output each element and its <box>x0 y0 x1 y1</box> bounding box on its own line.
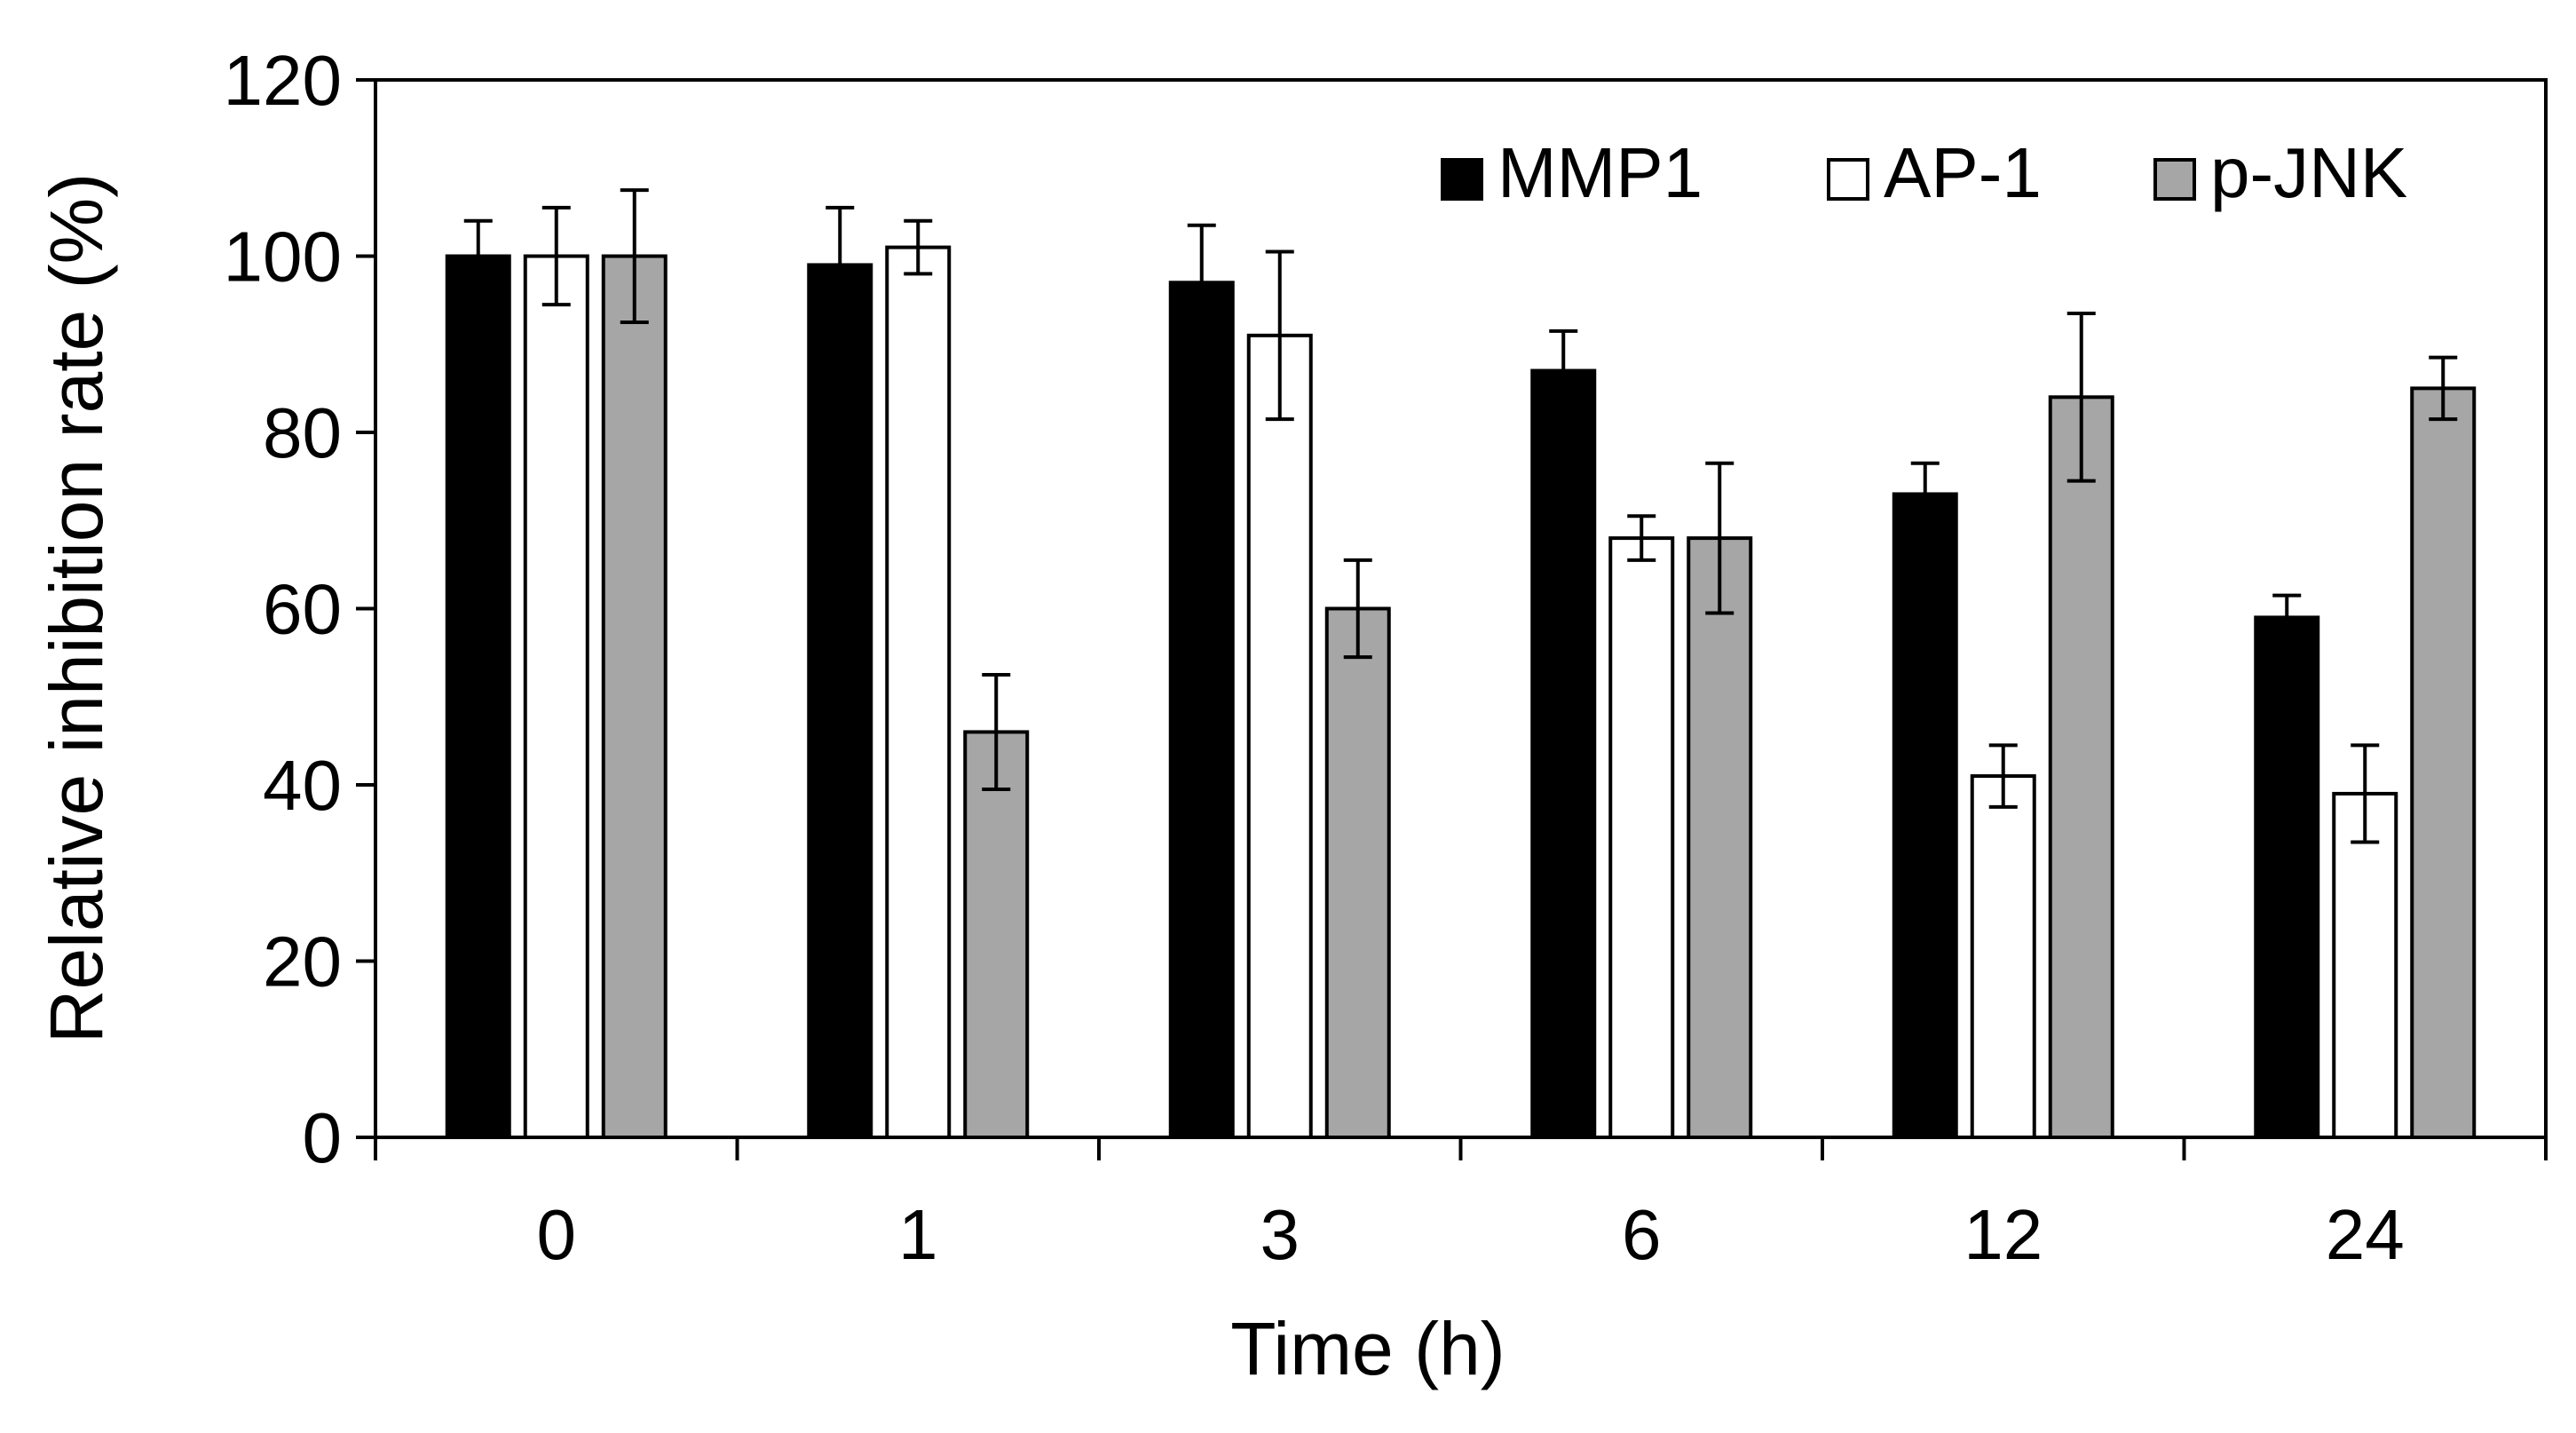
legend-swatch-p-jnk <box>2153 158 2196 201</box>
legend-swatch-mmp1 <box>1441 158 1483 201</box>
legend-label-mmp1: MMP1 <box>1497 133 1703 212</box>
legend-label-p-jnk: p-JNK <box>2210 133 2407 212</box>
bar-ap-1 <box>885 245 952 1139</box>
bar-p-jnk <box>963 730 1030 1139</box>
plot-frame <box>374 78 2548 1139</box>
y-tick-label: 20 <box>263 922 342 1002</box>
y-axis-title: Relative inhibition rate (%) <box>35 173 118 1043</box>
bar-p-jnk <box>1687 536 1753 1139</box>
bar-mmp1 <box>1892 492 1958 1139</box>
y-tick-label: 120 <box>224 41 342 120</box>
bar-ap-1 <box>523 254 589 1139</box>
bar-ap-1 <box>2332 791 2398 1139</box>
bar-p-jnk <box>2048 395 2114 1139</box>
marks-layer <box>445 188 2477 1139</box>
y-tick-label: 100 <box>224 218 342 297</box>
legend-swatch-ap-1 <box>1827 158 1869 201</box>
x-tick-label: 12 <box>1964 1195 2043 1274</box>
x-tick-label: 0 <box>537 1195 577 1274</box>
bar-mmp1 <box>2254 615 2320 1139</box>
x-tick-label: 3 <box>1260 1195 1300 1274</box>
y-tick-label: 40 <box>263 746 342 825</box>
x-axis-title: Time (h) <box>1230 1307 1505 1390</box>
y-tick-label: 0 <box>303 1098 343 1177</box>
bar-ap-1 <box>1970 774 2036 1139</box>
x-tick-label: 1 <box>898 1195 938 1274</box>
x-tick-label: 24 <box>2326 1195 2405 1274</box>
legend: MMP1 AP-1 p-JNK <box>1441 133 2407 212</box>
y-tick-label: 60 <box>263 570 342 649</box>
bar-p-jnk <box>2410 386 2477 1139</box>
y-tick-label: 80 <box>263 393 342 472</box>
bar-mmp1 <box>807 263 873 1139</box>
bar-mmp1 <box>445 254 511 1139</box>
legend-label-ap-1: AP-1 <box>1884 133 2042 212</box>
ticks-layer: 0 20 40 60 80 100 120 0 1 3 6 12 24 <box>224 41 2548 1274</box>
x-tick-label: 6 <box>1622 1195 1662 1274</box>
bar-p-jnk <box>601 254 668 1139</box>
bar-mmp1 <box>1530 368 1597 1139</box>
bar-ap-1 <box>1246 333 1313 1139</box>
bar-mmp1 <box>1168 281 1235 1139</box>
bar-p-jnk <box>1324 606 1391 1139</box>
bar-ap-1 <box>1608 536 1675 1139</box>
